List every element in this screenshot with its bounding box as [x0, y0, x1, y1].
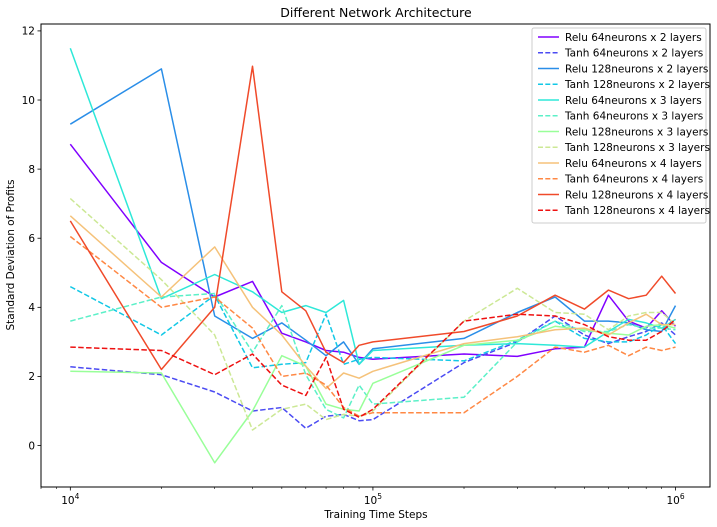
legend-entry: Tanh 64neurons x 3 layers	[564, 111, 703, 123]
series-line-7	[70, 323, 676, 464]
legend-entry: Relu 64neurons x 2 layers	[565, 32, 702, 44]
series-line-5	[69, 47, 676, 366]
x-axis-label: Training Time Steps	[323, 509, 427, 521]
legend: Relu 64neurons x 2 layers Tanh 64neurons …	[531, 27, 710, 224]
plot-frame	[40, 23, 711, 488]
legend-entry: Relu 128neurons x 4 layers	[565, 189, 708, 201]
x-tick-label: 104	[61, 492, 79, 507]
legend-entry: Relu 64neurons x 3 layers	[565, 95, 702, 107]
x-tick-label: 106	[666, 492, 684, 507]
legend-box	[531, 27, 707, 224]
y-tick-label: 10	[22, 95, 35, 107]
legend-entry: Relu 128neurons x 3 layers	[565, 126, 708, 138]
x-tick-label: 105	[364, 492, 382, 507]
y-tick-label: 8	[28, 164, 35, 176]
chart-title: Different Network Architecture	[280, 5, 472, 20]
legend-entry: Tanh 64neurons x 2 layers	[564, 48, 703, 60]
y-tick-label: 0	[28, 440, 35, 452]
series-line-12	[70, 313, 676, 418]
y-axis-ticks: 0 2 4 6 8 10 12	[22, 26, 41, 452]
series-line-1	[69, 143, 677, 360]
y-axis-label: Standard Deviation of Profits	[5, 180, 17, 331]
legend-entry: Tanh 128neurons x 3 layers	[564, 142, 710, 154]
series-layer	[69, 47, 677, 464]
legend-entry: Tanh 128neurons x 4 layers	[564, 205, 710, 217]
series-line-8	[69, 197, 676, 431]
series-line-6	[70, 292, 676, 419]
series-line-11	[69, 65, 677, 371]
series-line-10	[69, 235, 676, 417]
y-tick-label: 6	[28, 233, 35, 245]
y-tick-label: 2	[28, 371, 35, 383]
y-tick-label: 4	[28, 302, 35, 314]
series-line-9	[69, 215, 676, 390]
legend-entry: Tanh 128neurons x 2 layers	[564, 79, 710, 91]
legend-entry: Relu 128neurons x 2 layers	[565, 63, 708, 75]
x-axis-ticks: 104 105 106	[40, 487, 685, 507]
y-tick-label: 12	[22, 26, 35, 38]
legend-entry: Tanh 64neurons x 4 layers	[564, 174, 703, 186]
legend-entry: Relu 64neurons x 4 layers	[565, 158, 702, 170]
